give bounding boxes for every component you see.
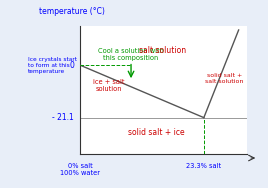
Text: temperature (°C): temperature (°C) <box>39 7 105 16</box>
Text: salt solution: salt solution <box>139 46 186 55</box>
Text: 23.3% salt: 23.3% salt <box>186 163 221 169</box>
Text: Ice crystals start
to form at this
temperature: Ice crystals start to form at this tempe… <box>28 57 77 74</box>
Text: ice + salt
solution: ice + salt solution <box>93 80 125 92</box>
Text: 0% salt
100% water: 0% salt 100% water <box>60 163 100 176</box>
Text: - 21.1: - 21.1 <box>52 113 74 122</box>
Text: solid salt +
salt solution: solid salt + salt solution <box>205 73 244 84</box>
Text: Cool a solution with
this composition: Cool a solution with this composition <box>98 48 164 61</box>
Text: 0: 0 <box>69 61 74 70</box>
Text: solid salt + ice: solid salt + ice <box>128 128 185 137</box>
